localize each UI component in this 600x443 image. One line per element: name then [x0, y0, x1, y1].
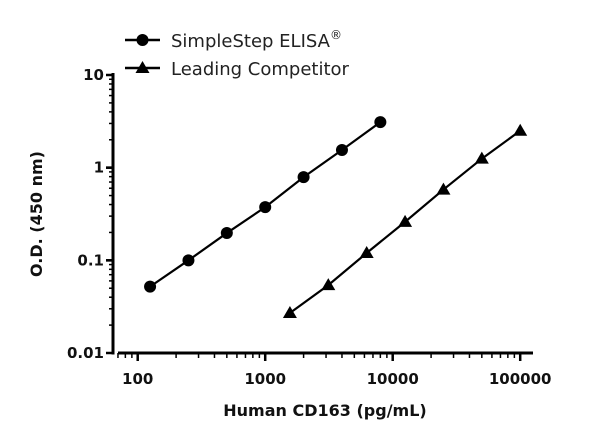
- legend: SimpleStep ELISA® Leading Competitor: [125, 28, 350, 80]
- legend-marker: [135, 61, 150, 73]
- legend-marker: [136, 34, 149, 46]
- series-1: [144, 116, 387, 293]
- data-point: [321, 278, 336, 291]
- data-point: [436, 182, 451, 195]
- y-tick-label: 10: [83, 66, 104, 84]
- legend-item-1: SimpleStep ELISA®: [125, 28, 342, 52]
- x-tick-label: 100: [122, 370, 153, 388]
- legend-label: SimpleStep ELISA®: [171, 28, 342, 52]
- data-point: [182, 254, 195, 267]
- data-point: [282, 306, 297, 319]
- x-tick-label: 100000: [489, 370, 552, 388]
- plot-area: [144, 116, 528, 319]
- data-point: [144, 280, 157, 293]
- data-point: [220, 227, 233, 240]
- x-axis-label: Human CD163 (pg/mL): [223, 401, 426, 420]
- data-point: [398, 214, 413, 227]
- data-point: [297, 171, 310, 184]
- data-point: [259, 201, 272, 214]
- data-point: [474, 151, 489, 164]
- legend-item-2: Leading Competitor: [125, 59, 350, 80]
- x-tick-label: 1000: [244, 370, 286, 388]
- y-tick-label: 1: [94, 159, 104, 177]
- data-point: [513, 123, 528, 136]
- data-point: [359, 245, 374, 258]
- legend-label: Leading Competitor: [171, 59, 350, 80]
- registered-mark: ®: [330, 28, 342, 42]
- data-point: [374, 116, 387, 129]
- axes: 0.01 0.1 1 10 100 1000 10000 100000: [67, 66, 552, 388]
- data-point: [335, 144, 348, 157]
- series-2: [282, 123, 528, 319]
- x-tick-label: 10000: [367, 370, 419, 388]
- y-axis-label: O.D. (450 nm): [27, 151, 46, 277]
- y-tick-label: 0.1: [77, 251, 104, 269]
- y-tick-label: 0.01: [67, 344, 104, 362]
